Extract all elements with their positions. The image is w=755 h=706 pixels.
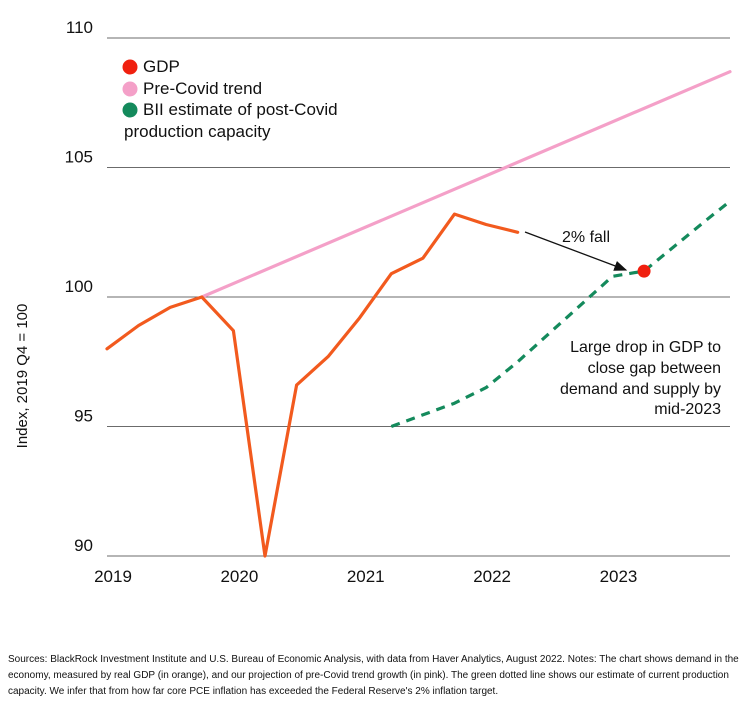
- x-tick-label: 2022: [473, 567, 511, 586]
- chart-notes: Sources: BlackRock Investment Institute …: [8, 654, 739, 697]
- x-tick-label: 2023: [600, 567, 638, 586]
- y-tick-label: 95: [74, 407, 93, 426]
- x-tick-label: 2021: [347, 567, 385, 586]
- legend-label: Pre-Covid trend: [143, 79, 262, 98]
- x-tick-label: 2019: [94, 567, 132, 586]
- annotation-arrow: [524, 231, 628, 271]
- highlight-point: [637, 264, 651, 278]
- series-line-pre-covid-trend: [200, 70, 732, 299]
- y-tick-label: 110: [66, 18, 93, 37]
- y-tick-label: 105: [65, 148, 93, 167]
- y-tick-label: 100: [65, 277, 93, 296]
- legend-swatch: [122, 81, 138, 97]
- y-axis-title: Index, 2019 Q4 = 100: [14, 304, 31, 449]
- x-tick-label: 2020: [220, 567, 258, 586]
- legend-label: BII estimate of post-Covid production cap…: [124, 100, 338, 141]
- y-tick-label: 90: [74, 536, 93, 555]
- annotation-text: Large drop in GDP to close gap between dem…: [560, 339, 721, 418]
- annotation-text: 2% fall: [562, 229, 610, 246]
- legend-swatch: [122, 59, 138, 75]
- chart: 90 95 100 105 110 2019 2020 2021 2022 2023 GDP Pr…: [14, 18, 732, 586]
- series-line-gdp: [105, 212, 520, 558]
- legend-label: GDP: [143, 57, 180, 76]
- series-line-bii-estimate-of-post-covid-production-capacity: [390, 199, 731, 429]
- chart-canvas: 90 95 100 105 110 2019 2020 2021 2022 2023 GDP Pr…: [14, 18, 732, 586]
- legend-swatch: [122, 102, 138, 118]
